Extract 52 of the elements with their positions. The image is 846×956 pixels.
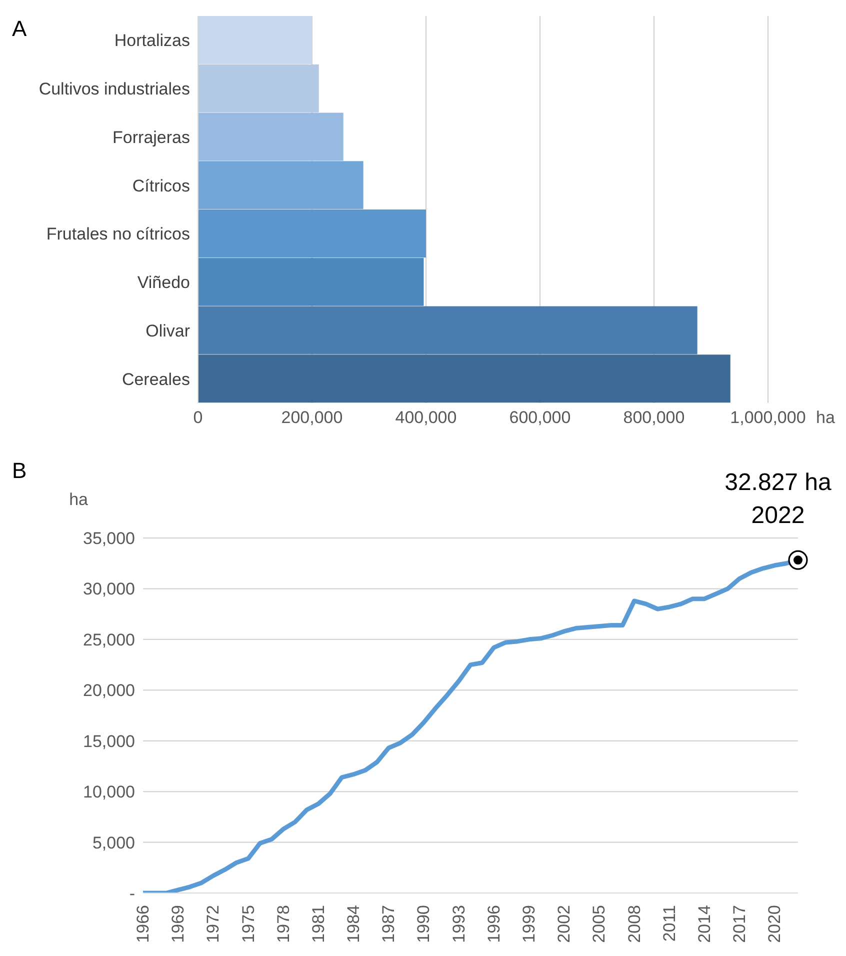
y-tick-label: Cultivos industriales	[38, 80, 190, 99]
x-tick-label: 1975	[238, 905, 258, 943]
x-tick-label: 1972	[204, 905, 223, 943]
x-tick-label: 400,000	[395, 408, 457, 428]
x-tick-label: 2005	[590, 905, 609, 943]
x-tick-label: 200,000	[281, 408, 343, 428]
y-tick-label: 35,000	[83, 529, 135, 548]
x-tick-label: 2017	[730, 905, 750, 943]
x-tick-label: 1981	[308, 905, 328, 943]
x-tick-label: 800,000	[623, 408, 685, 428]
x-tick-label: 1993	[449, 905, 468, 943]
y-tick-label: Cítricos	[132, 176, 190, 196]
y-axis-title: ha	[69, 490, 89, 510]
x-axis-title: ha	[816, 408, 836, 428]
chart-title: B	[12, 458, 27, 484]
text: A	[12, 16, 27, 42]
y-tick-label: 20,000	[83, 681, 135, 700]
bar	[198, 112, 344, 161]
y-tick-label: 10,000	[83, 782, 135, 802]
x-tick-label: 1984	[344, 905, 364, 943]
x-tick-label: 1966	[134, 905, 152, 943]
x-tick-label: 600,000	[509, 408, 571, 428]
bar	[198, 161, 364, 210]
y-tick-label: 5,000	[92, 833, 135, 852]
x-tick-label: 2020	[765, 905, 784, 943]
bar	[198, 16, 312, 64]
y-tick-label: 30,000	[83, 580, 135, 599]
y-tick-label: 15,000	[83, 732, 135, 751]
y-tick-label: 25,000	[83, 630, 135, 650]
y-tick-label: -	[129, 884, 135, 904]
x-tick-label: 1990	[414, 905, 434, 943]
bar	[198, 354, 730, 403]
x-tick-label: 1996	[484, 905, 504, 943]
x-tick-label: 1987	[379, 905, 398, 943]
x-tick-label: 0	[193, 408, 203, 428]
x-tick-label: 1978	[274, 905, 293, 943]
bar	[198, 64, 319, 112]
y-tick-label: Frutales no cítricos	[46, 224, 190, 244]
bar	[198, 210, 426, 258]
x-tick-label: 2011	[660, 905, 679, 942]
x-tick-label: 2008	[624, 905, 644, 943]
x-tick-label: 1999	[519, 905, 538, 943]
y-tick-label: Forrajeras	[112, 128, 190, 147]
y-tick-label: Viñedo	[137, 273, 190, 292]
annotation: 32.827 ha 2022	[724, 469, 832, 530]
x-tick-label: 2002	[554, 905, 574, 943]
y-tick-label: Hortalizas	[114, 31, 190, 50]
x-tick-label: 1,000,000	[730, 408, 806, 428]
x-tick-label: 1969	[168, 905, 188, 943]
x-tick-label: 2014	[694, 905, 714, 943]
y-tick-label: Cereales	[122, 370, 190, 389]
y-tick-label: Olivar	[146, 321, 190, 340]
